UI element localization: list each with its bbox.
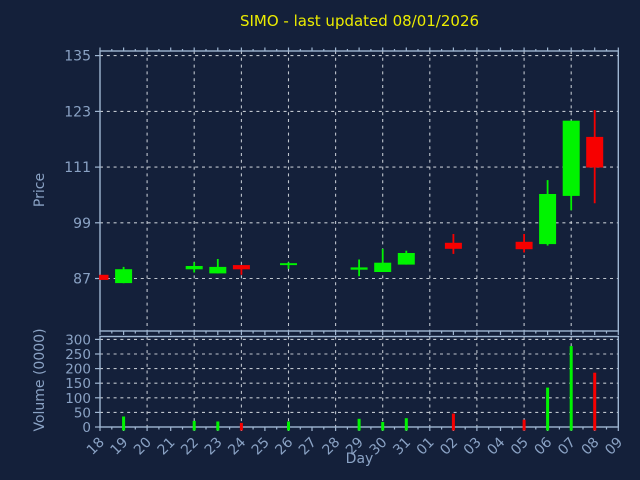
svg-text:27: 27 (296, 435, 320, 459)
candles (99, 110, 604, 284)
volume-bar-19 (122, 416, 126, 431)
candle-30 (374, 248, 392, 272)
volume-bar-29 (357, 418, 361, 431)
volume-bar-26 (287, 421, 290, 431)
svg-text:26: 26 (272, 434, 296, 458)
svg-text:20: 20 (131, 435, 155, 459)
candle-02 (444, 234, 462, 254)
svg-text:01: 01 (414, 435, 438, 459)
svg-text:135: 135 (64, 49, 91, 65)
svg-text:09: 09 (602, 435, 626, 459)
svg-text:100: 100 (65, 391, 91, 407)
svg-text:28: 28 (320, 435, 344, 459)
svg-text:25: 25 (249, 435, 273, 459)
svg-text:0: 0 (82, 420, 91, 436)
svg-text:200: 200 (65, 362, 91, 378)
volume-bar-02 (451, 413, 455, 431)
svg-text:300: 300 (65, 332, 91, 348)
candle-06 (539, 180, 557, 246)
svg-text:150: 150 (65, 376, 91, 392)
svg-text:06: 06 (532, 434, 556, 458)
volume-bars (122, 346, 597, 431)
svg-text:123: 123 (64, 104, 91, 120)
candle-05 (515, 234, 533, 253)
svg-text:87: 87 (73, 272, 91, 288)
svg-text:02: 02 (437, 435, 461, 459)
candle-24 (232, 265, 250, 275)
volume-bar-31 (404, 418, 408, 431)
candle-07 (562, 120, 580, 211)
candle-22 (185, 262, 203, 273)
svg-text:07: 07 (555, 435, 579, 459)
candle-26 (280, 262, 297, 269)
svg-text:24: 24 (225, 434, 249, 458)
volume-bar-05 (522, 419, 526, 431)
svg-text:23: 23 (202, 435, 226, 459)
volume-bar-30 (381, 422, 385, 431)
candle-19 (115, 266, 133, 284)
svg-text:03: 03 (461, 435, 485, 459)
price-tick-labels: 87 99 111 123 135 (64, 49, 91, 288)
volume-bar-22 (192, 420, 196, 431)
candle-23 (209, 259, 227, 274)
svg-text:08: 08 (579, 435, 603, 459)
svg-text:30: 30 (367, 435, 391, 459)
candle-29 (350, 259, 368, 277)
svg-text:18: 18 (84, 435, 108, 459)
svg-text:111: 111 (64, 160, 91, 176)
volume-bar-07 (569, 346, 573, 431)
day-tick-labels: 18 19 20 21 22 23 24 25 26 27 28 29 30 31 01 02 03 04 05 06… (84, 434, 626, 458)
svg-text:31: 31 (390, 435, 414, 459)
svg-text:05: 05 (508, 435, 532, 459)
volume-bar-06 (546, 387, 550, 431)
volume-bar-08 (593, 372, 597, 431)
svg-text:19: 19 (108, 435, 132, 459)
svg-text:22: 22 (178, 435, 202, 459)
svg-text:29: 29 (343, 435, 367, 459)
candle-08 (586, 110, 604, 204)
gridlines (100, 51, 619, 427)
svg-text:04: 04 (484, 434, 508, 458)
volume-bar-23 (216, 421, 220, 431)
candle-31 (397, 250, 415, 265)
candle-18 (99, 274, 109, 280)
svg-text:50: 50 (74, 405, 91, 421)
svg-text:99: 99 (73, 216, 91, 232)
svg-text:21: 21 (155, 435, 179, 459)
volume-bar-24 (239, 422, 243, 431)
svg-text:250: 250 (65, 347, 91, 363)
